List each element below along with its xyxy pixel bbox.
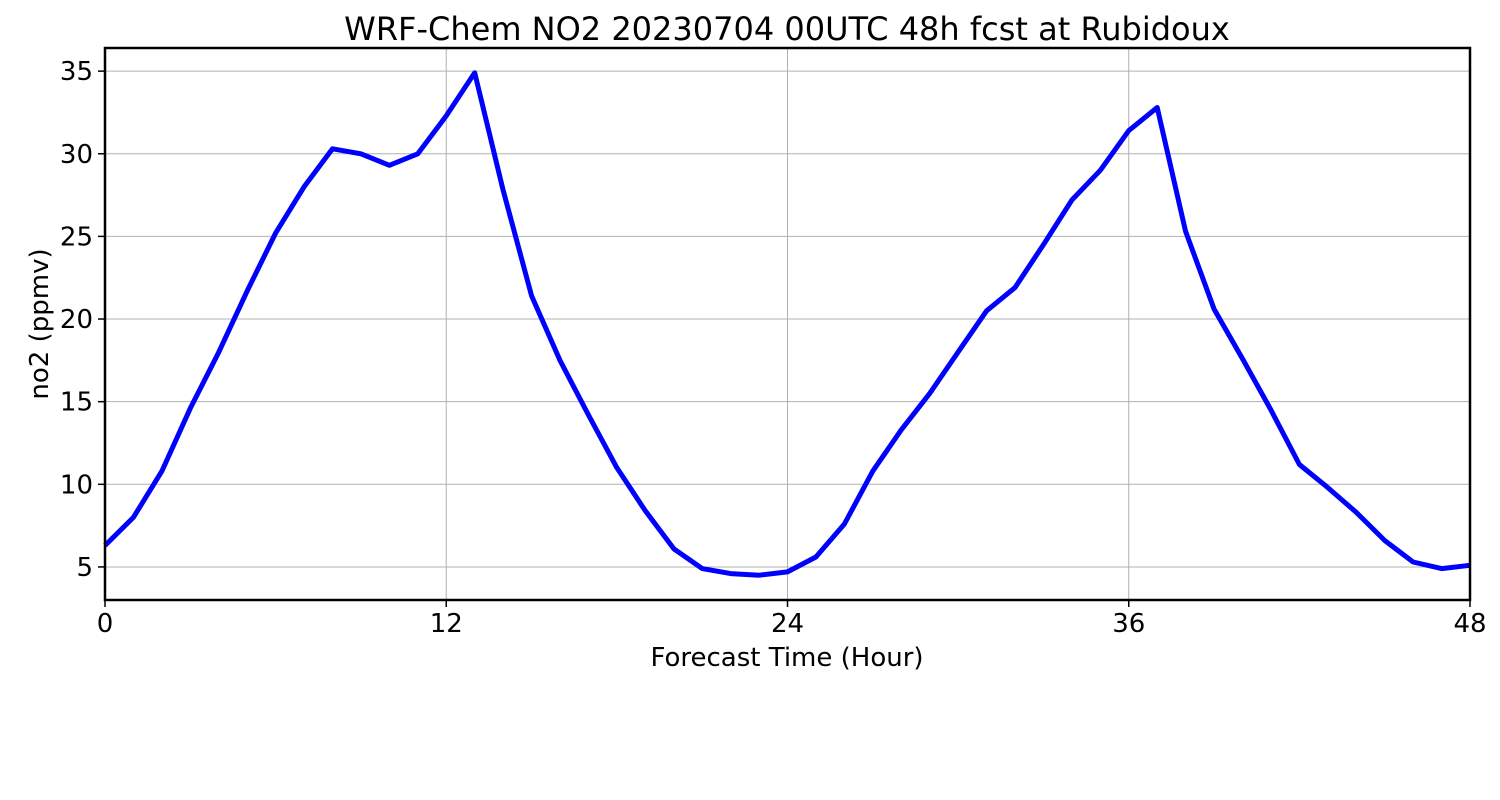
y-tick-label: 15 bbox=[60, 388, 93, 418]
grid bbox=[104, 48, 1471, 600]
x-tick-label: 0 bbox=[97, 609, 114, 639]
y-axis-label: no2 (ppmv) bbox=[25, 248, 55, 399]
y-tick-label: 5 bbox=[76, 553, 93, 583]
y-tick-label: 20 bbox=[60, 305, 93, 335]
x-axis-label: Forecast Time (Hour) bbox=[650, 643, 923, 673]
no2-series-line bbox=[103, 70, 1471, 578]
y-tick-label: 10 bbox=[60, 470, 93, 500]
y-tick-label: 25 bbox=[60, 222, 93, 252]
series-layer bbox=[103, 70, 1471, 578]
x-tick-label: 48 bbox=[1453, 609, 1486, 639]
x-tick-label: 12 bbox=[430, 609, 463, 639]
chart-title: WRF-Chem NO2 20230704 00UTC 48h fcst at … bbox=[344, 10, 1230, 48]
y-tick-label: 30 bbox=[60, 140, 93, 170]
tick-layer: 0 12 24 36 48 5 10 15 20 25 30 35 bbox=[60, 57, 1487, 639]
x-tick-label: 24 bbox=[771, 609, 804, 639]
y-tick-label: 35 bbox=[60, 57, 93, 87]
x-tick-label: 36 bbox=[1112, 609, 1145, 639]
